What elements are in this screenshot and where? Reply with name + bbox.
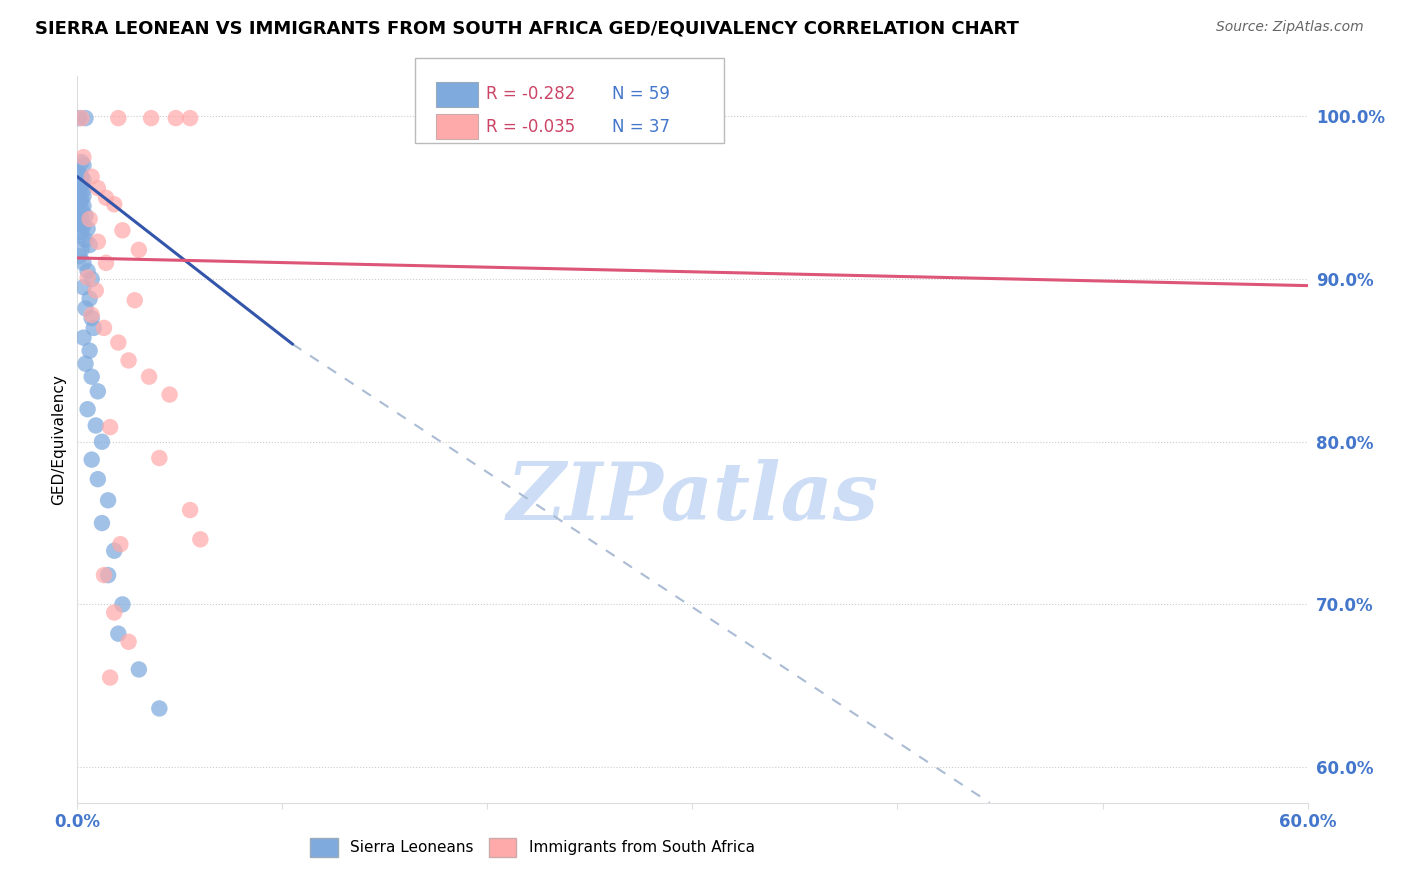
Point <box>84 418 107 433</box>
Point <box>72 219 94 233</box>
Point <box>70 176 93 190</box>
Point <box>87 181 110 195</box>
Point <box>98 671 121 685</box>
Point <box>117 353 139 368</box>
Point <box>67 249 90 263</box>
Point <box>107 111 129 125</box>
Legend: Sierra Leoneans, Immigrants from South Africa: Sierra Leoneans, Immigrants from South A… <box>302 830 762 864</box>
Point <box>87 472 110 486</box>
Point <box>72 199 94 213</box>
Point <box>72 183 94 197</box>
Point <box>67 205 90 219</box>
Text: Source: ZipAtlas.com: Source: ZipAtlas.com <box>1216 20 1364 34</box>
Point <box>148 701 170 715</box>
Point <box>79 292 101 306</box>
Point <box>75 209 97 223</box>
Point <box>80 311 103 326</box>
Point <box>90 516 114 530</box>
Point <box>94 191 117 205</box>
Point <box>75 357 97 371</box>
Point <box>80 369 103 384</box>
Point <box>76 264 98 278</box>
Point <box>70 169 93 184</box>
Point <box>72 173 94 187</box>
Point <box>70 211 93 226</box>
Point <box>79 211 101 226</box>
Point <box>80 272 103 286</box>
Y-axis label: GED/Equivalency: GED/Equivalency <box>51 374 66 505</box>
Point <box>148 450 170 465</box>
Point <box>70 202 93 217</box>
Point <box>72 158 94 172</box>
Point <box>103 606 125 620</box>
Point <box>80 169 103 184</box>
Point <box>70 179 93 194</box>
Point <box>117 634 139 648</box>
Point <box>94 256 117 270</box>
Point <box>128 662 150 676</box>
Point <box>97 568 120 582</box>
Point <box>79 238 101 252</box>
Point <box>70 193 93 207</box>
Point <box>72 256 94 270</box>
Text: N = 59: N = 59 <box>612 86 669 103</box>
Point <box>80 308 103 322</box>
Text: N = 37: N = 37 <box>612 118 669 136</box>
Point <box>93 568 115 582</box>
Point <box>93 321 115 335</box>
Point <box>75 111 97 125</box>
Point <box>111 598 134 612</box>
Point <box>72 189 94 203</box>
Text: R = -0.282: R = -0.282 <box>486 86 576 103</box>
Point <box>67 195 90 210</box>
Text: ZIPatlas: ZIPatlas <box>506 458 879 536</box>
Point <box>84 284 107 298</box>
Point <box>107 335 129 350</box>
Point <box>188 533 212 547</box>
Point <box>159 387 181 401</box>
Point <box>90 434 114 449</box>
Point <box>110 537 132 551</box>
Point <box>124 293 146 308</box>
Point <box>76 402 98 417</box>
Point <box>103 543 125 558</box>
Point <box>79 343 101 358</box>
Point <box>83 321 105 335</box>
Point <box>72 280 94 294</box>
Point <box>75 301 97 316</box>
Point <box>70 225 93 239</box>
Point <box>72 150 94 164</box>
Point <box>141 111 163 125</box>
Point <box>87 384 110 399</box>
Point <box>70 243 93 257</box>
Point <box>98 420 121 434</box>
Point <box>87 235 110 249</box>
Text: SIERRA LEONEAN VS IMMIGRANTS FROM SOUTH AFRICA GED/EQUIVALENCY CORRELATION CHART: SIERRA LEONEAN VS IMMIGRANTS FROM SOUTH … <box>35 20 1019 37</box>
Point <box>165 111 187 125</box>
Point <box>67 166 90 180</box>
Point <box>107 626 129 640</box>
Text: R = -0.035: R = -0.035 <box>486 118 575 136</box>
Point <box>179 111 201 125</box>
Point <box>76 270 98 285</box>
Point <box>67 228 90 243</box>
Point <box>75 233 97 247</box>
Point <box>67 186 90 200</box>
Point <box>111 223 134 237</box>
Point <box>72 331 94 345</box>
Point <box>103 197 125 211</box>
Point <box>138 369 160 384</box>
Point <box>70 111 93 125</box>
Point <box>70 155 93 169</box>
Point <box>128 243 150 257</box>
Point <box>80 452 103 467</box>
Point <box>97 493 120 508</box>
Point <box>67 215 90 229</box>
Point <box>67 111 90 125</box>
Point <box>76 221 98 235</box>
Point <box>179 503 201 517</box>
